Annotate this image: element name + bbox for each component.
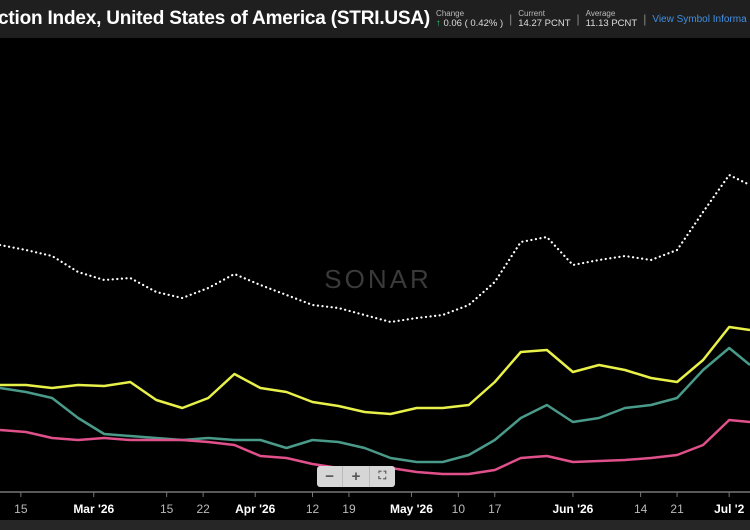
x-tick-label: 22 [196, 502, 210, 516]
x-tick-label: 12 [306, 502, 320, 516]
current-stat: Current 14.27 PCNT [518, 9, 570, 29]
divider: | [643, 12, 647, 26]
series-line-2 [0, 346, 750, 464]
x-tick-label: 21 [670, 502, 684, 516]
x-tick-label: Jun '26 [552, 502, 593, 516]
average-label: Average [585, 9, 616, 18]
change-label: Change [436, 9, 465, 18]
sonar-watermark: SONAR [324, 264, 431, 294]
arrow-up-icon: ↑ [436, 18, 441, 29]
current-label: Current [518, 9, 545, 18]
x-tick-label: Apr '26 [235, 502, 276, 516]
average-stat: Average 11.13 PCNT [586, 9, 638, 29]
x-tick-label: 10 [452, 502, 466, 516]
series-line-0 [0, 173, 750, 324]
x-tick-label: Mar '26 [73, 502, 114, 516]
change-value: 0.06 ( 0.42% ) [443, 18, 504, 29]
x-tick-label: Jul '2 [714, 502, 745, 516]
x-tick-label: 19 [342, 502, 356, 516]
chart-header: ction Index, United States of America (S… [0, 0, 750, 38]
view-symbol-info-link[interactable]: View Symbol Informa [652, 13, 747, 25]
x-tick-label: May '26 [390, 502, 433, 516]
series-line-1 [0, 325, 750, 416]
change-stat: Change ↑ 0.06 ( 0.42% ) [436, 9, 503, 29]
footer-bar [0, 520, 750, 530]
line-chart[interactable]: SONAR 15 Mar '26 15 22 Apr '26 12 19 May '26 10 1… [0, 38, 750, 520]
x-tick-label: 17 [488, 502, 502, 516]
zoom-out-button[interactable]: − [317, 466, 344, 487]
chart-title: ction Index, United States of America (S… [0, 8, 431, 29]
x-tick-label: 15 [14, 502, 28, 516]
average-value: 11.13 PCNT [585, 18, 638, 29]
zoom-controls: − + ⛶ [317, 466, 395, 487]
x-tick-label: 15 [160, 502, 174, 516]
divider: | [576, 12, 580, 26]
divider: | [509, 12, 513, 26]
fullscreen-button[interactable]: ⛶ [378, 470, 387, 482]
zoom-in-button[interactable]: + [343, 466, 370, 487]
x-tick-label: 14 [634, 502, 648, 516]
current-value: 14.27 PCNT [518, 18, 571, 29]
